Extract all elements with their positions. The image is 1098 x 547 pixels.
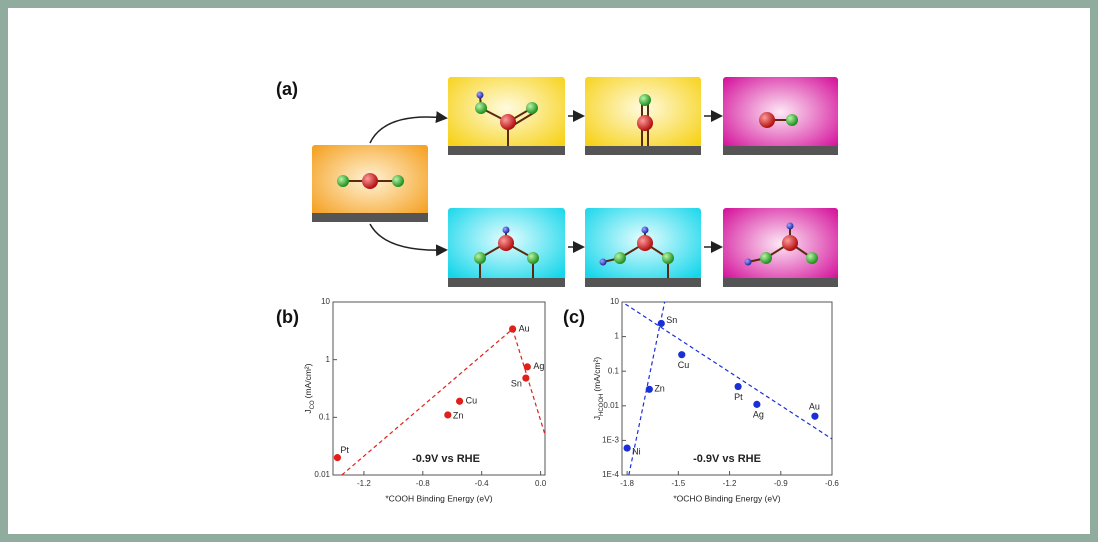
point-label: Pt (340, 445, 349, 455)
figure: (a) 0.010.1110-1.2-0.8- (0, 0, 1098, 542)
point-label: Sn (511, 378, 522, 388)
point-label: Cu (678, 360, 690, 370)
y-tick-label: 10 (610, 297, 619, 306)
panel-label: (b) (276, 307, 299, 327)
y-tick-label: 1 (326, 355, 331, 364)
x-tick-label: -1.2 (723, 479, 737, 488)
data-point (524, 363, 531, 370)
data-point (678, 351, 685, 358)
point-label: Cu (466, 396, 478, 406)
data-point (509, 325, 516, 332)
point-label: Zn (654, 384, 665, 394)
x-tick-label: -0.4 (475, 479, 489, 488)
x-tick-label: -1.2 (357, 479, 371, 488)
data-point (753, 401, 760, 408)
x-tick-label: -1.5 (671, 479, 685, 488)
point-label: Au (809, 402, 820, 412)
point-label: Zn (453, 410, 464, 420)
y-tick-label: 1 (615, 332, 620, 341)
y-tick-label: 0.1 (608, 366, 620, 375)
data-point (658, 320, 665, 327)
y-axis-label-unit: (mA/cm²) (303, 363, 313, 398)
data-point (456, 398, 463, 405)
y-tick-label: 0.01 (603, 401, 619, 410)
y-axis-label-sub: HCOOH (599, 394, 605, 416)
y-tick-label: 10 (321, 297, 330, 306)
point-label: Ag (753, 410, 764, 420)
data-point (734, 383, 741, 390)
point-label: Pt (734, 392, 743, 402)
data-point (646, 386, 653, 393)
x-tick-label: -0.9 (774, 479, 788, 488)
data-point (522, 374, 529, 381)
x-tick-label: -1.8 (620, 479, 634, 488)
data-point (334, 454, 341, 461)
point-label: Sn (666, 315, 677, 325)
x-axis-label: *OCHO Binding Energy (eV) (673, 493, 780, 503)
annotation: -0.9V vs RHE (412, 453, 480, 465)
y-axis-label-sub: CO (310, 400, 316, 409)
data-point (811, 413, 818, 420)
x-axis-label: *COOH Binding Energy (eV) (385, 493, 492, 503)
data-point (624, 444, 631, 451)
y-tick-label: 0.01 (314, 470, 330, 479)
data-point (444, 411, 451, 418)
panel-label: (a) (276, 79, 298, 99)
x-tick-label: 0.0 (535, 479, 547, 488)
x-tick-label: -0.8 (416, 479, 430, 488)
y-tick-label: 1E-3 (602, 436, 619, 445)
y-axis-label-unit: (mA/cm²) (592, 357, 602, 392)
x-tick-label: -0.6 (825, 479, 839, 488)
y-tick-label: 1E-4 (602, 470, 619, 479)
y-tick-label: 0.1 (319, 412, 331, 421)
annotation: -0.9V vs RHE (693, 453, 761, 465)
point-label: Au (519, 323, 530, 333)
point-label: Ag (533, 361, 544, 371)
point-label: Ni (632, 446, 641, 456)
panel-label: (c) (563, 307, 585, 327)
